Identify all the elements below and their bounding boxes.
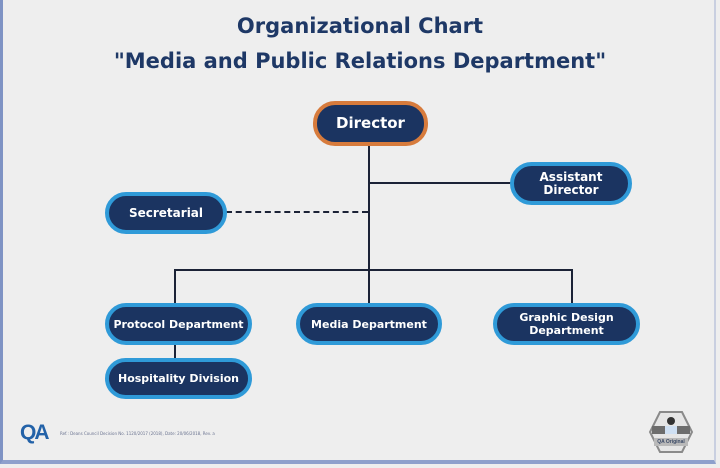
chart-subtitle: "Media and Public Relations Department" bbox=[113, 49, 607, 73]
chart-title: Organizational Chart bbox=[236, 14, 484, 38]
connector-protocol bbox=[174, 269, 176, 304]
qa-original-badge-icon bbox=[648, 411, 694, 453]
badge-text: QA Original bbox=[657, 439, 685, 445]
node-assistant-director: Assistant Director bbox=[510, 162, 632, 205]
connector-graphic bbox=[571, 269, 573, 304]
connector-assistant bbox=[369, 182, 511, 184]
reference-text: Ref.: Deans Council Decision No. 1120/20… bbox=[60, 431, 215, 436]
connector-secretarial-dashed bbox=[226, 211, 368, 213]
connector-departments bbox=[174, 269, 573, 271]
node-graphic-design-department: Graphic Design Department bbox=[493, 303, 640, 345]
connector-main-vertical bbox=[368, 145, 370, 303]
node-media-department: Media Department bbox=[296, 303, 442, 345]
node-secretarial: Secretarial bbox=[105, 192, 227, 234]
node-director: Director bbox=[313, 101, 428, 146]
qa-logo: QA bbox=[20, 421, 49, 444]
node-protocol-department: Protocol Department bbox=[105, 303, 252, 345]
node-hospitality-division: Hospitality Division bbox=[105, 358, 252, 399]
connector-hospitality bbox=[174, 344, 176, 359]
